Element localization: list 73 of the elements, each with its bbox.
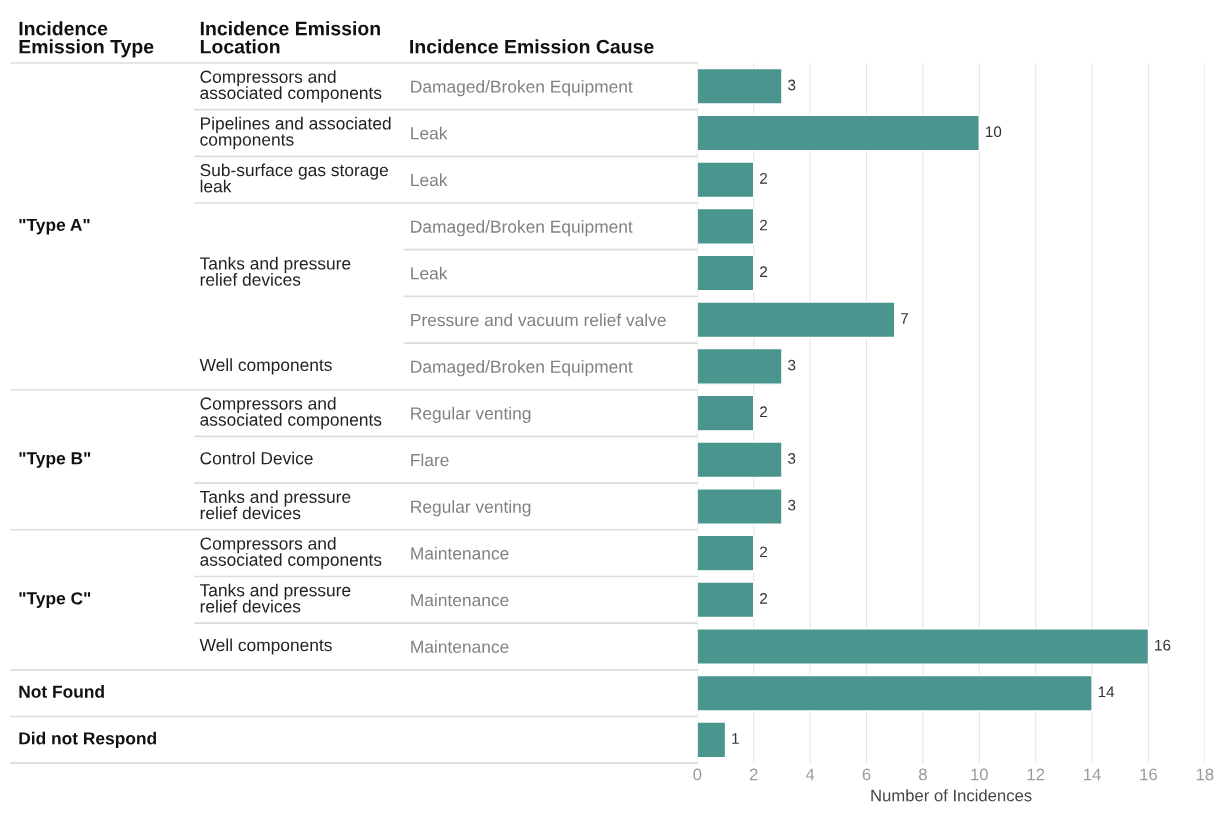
data-label: 2 <box>760 266 768 277</box>
data-label: 2 <box>760 219 768 231</box>
bar <box>697 114 980 152</box>
x-tick-label: 8 <box>918 768 927 781</box>
data-label: 2 <box>760 593 768 604</box>
y-tick-label: Regular venting <box>411 500 531 517</box>
text: Pipelines and associated components <box>200 116 391 150</box>
x-tick-label: 2 <box>749 768 758 781</box>
text: "Type A" <box>19 218 90 235</box>
bar <box>697 207 755 245</box>
data-label: 2 <box>760 172 768 184</box>
text: Compressors and associated components <box>200 396 382 430</box>
bar <box>697 441 783 479</box>
text: Incidence Emission Location <box>200 21 380 54</box>
x-tick-label: 10 <box>971 768 988 781</box>
text: Tanks and pressure relief devices <box>199 490 351 520</box>
y-tick-label: Leak <box>411 173 448 187</box>
data-label: 3 <box>788 359 796 371</box>
text: Sub-surface gas storage leak <box>200 163 388 193</box>
data-label: 7 <box>901 313 908 324</box>
bar <box>697 674 1093 712</box>
text: Compressors and associated components <box>200 536 382 570</box>
text: Did not Respond <box>19 731 156 748</box>
data-label: 14 <box>1098 686 1115 698</box>
x-axis-title: Number of Incidences <box>871 789 1032 802</box>
text: Incidence Emission Cause <box>410 39 654 54</box>
bar <box>697 301 896 339</box>
bar <box>697 488 783 525</box>
text: Well components <box>199 638 332 655</box>
y-tick-label: Leak <box>411 126 448 140</box>
data-label: 1 <box>732 733 739 744</box>
text: Compressors and associated components <box>200 70 382 103</box>
bar <box>697 161 755 199</box>
x-tick-label: 12 <box>1027 768 1045 781</box>
text: Incidence Emission Type <box>19 21 154 58</box>
text: Not Found <box>19 685 104 698</box>
bar <box>697 347 783 385</box>
y-tick-label: Damaged/Broken Equipment <box>411 80 633 97</box>
y-tick-label: Damaged/Broken Equipment <box>411 360 633 377</box>
data-label: 3 <box>788 79 796 91</box>
text: "Type B" <box>19 452 91 468</box>
bar <box>697 254 755 292</box>
bar <box>697 394 755 432</box>
bar <box>697 581 755 619</box>
y-tick-label: Pressure and vacuum relief valve <box>411 313 666 327</box>
text: "Type C" <box>19 592 91 608</box>
y-tick-label: Maintenance <box>411 640 509 653</box>
bar <box>697 67 783 105</box>
y-tick-label: Leak <box>411 266 448 280</box>
text: Well components <box>199 358 332 375</box>
data-label: 10 <box>986 126 1002 138</box>
text: Tanks and pressure relief devices <box>199 256 351 286</box>
y-tick-label: Maintenance <box>411 546 509 560</box>
data-label: 2 <box>760 406 768 418</box>
y-tick-label: Regular venting <box>411 406 531 423</box>
data-label: 3 <box>788 499 796 511</box>
x-tick-label: 18 <box>1196 768 1214 781</box>
x-tick-label: 4 <box>805 768 815 781</box>
data-label: 2 <box>760 546 768 558</box>
y-tick-label: Maintenance <box>411 593 509 607</box>
x-tick-label: 6 <box>862 768 871 781</box>
x-tick-label: 14 <box>1084 768 1101 781</box>
y-tick-label: Damaged/Broken Equipment <box>411 220 633 237</box>
text: Control Device <box>200 451 313 465</box>
bar <box>697 721 727 759</box>
data-label: 3 <box>788 453 796 464</box>
data-label: 16 <box>1155 639 1171 651</box>
bar <box>697 628 1150 665</box>
bar <box>697 534 755 572</box>
y-tick-label: Flare <box>411 453 449 467</box>
text: Tanks and pressure relief devices <box>199 583 351 613</box>
x-tick-label: 0 <box>693 768 702 781</box>
x-tick-label: 16 <box>1140 768 1157 781</box>
